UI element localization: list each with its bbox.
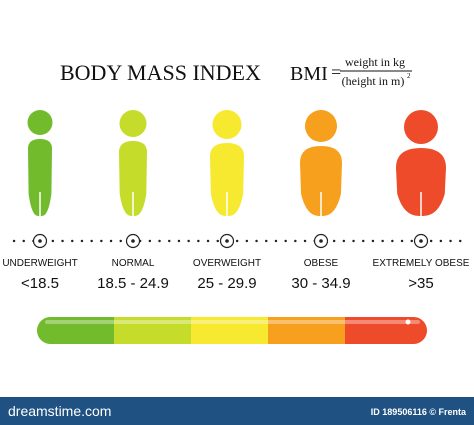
bar-segment <box>37 317 115 344</box>
figure-head <box>27 110 53 135</box>
figure-head <box>212 110 242 139</box>
bmi-bar <box>37 317 427 344</box>
figure-body <box>210 143 244 216</box>
bar-segment <box>345 317 427 344</box>
figure-head <box>119 110 147 137</box>
figure-body <box>396 148 446 216</box>
category-range: 30 - 34.9 <box>291 275 350 292</box>
formula-lhs: BMI <box>290 63 328 85</box>
category-label: OBESE <box>304 258 339 269</box>
figure-body <box>300 146 342 216</box>
category-label: EXTREMELY OBESE <box>373 258 470 269</box>
scale-marker-dot <box>131 239 135 243</box>
category-range: 18.5 - 24.9 <box>97 275 169 292</box>
bar-shine <box>405 319 411 325</box>
scale-marker-dot <box>38 239 42 243</box>
categories: UNDERWEIGHT <18.5 NORMAL 18.5 - 24.9 OVERWEI… <box>2 110 470 292</box>
bar-segment <box>268 317 346 344</box>
scale-marker-dot <box>225 239 229 243</box>
category-label: UNDERWEIGHT <box>2 258 77 269</box>
category-range: 25 - 29.9 <box>197 275 256 292</box>
category-range: <18.5 <box>21 275 59 292</box>
scale-marker-dot <box>419 239 423 243</box>
figure-body <box>119 141 147 216</box>
category-label: OVERWEIGHT <box>193 258 261 269</box>
footer-site: dreamstime.com <box>8 403 111 419</box>
bar-highlight <box>45 320 420 324</box>
formula-denominator: (height in m) <box>342 74 405 88</box>
category-range: >35 <box>408 275 433 292</box>
formula-equals: = <box>331 62 341 82</box>
formula-numerator: weight in kg <box>345 55 405 69</box>
formula-exponent: 2 <box>407 72 411 80</box>
title: BODY MASS INDEX <box>60 60 261 85</box>
figure-head <box>404 110 438 144</box>
footer-band <box>0 397 474 425</box>
footer-credit: ID 189506116 © Frenta <box>371 407 467 417</box>
scale-marker-dot <box>319 239 323 243</box>
bar-segment <box>114 317 192 344</box>
figure-body <box>28 139 52 216</box>
figure-head <box>305 110 337 142</box>
category-label: NORMAL <box>112 258 155 269</box>
bar-segment <box>191 317 269 344</box>
